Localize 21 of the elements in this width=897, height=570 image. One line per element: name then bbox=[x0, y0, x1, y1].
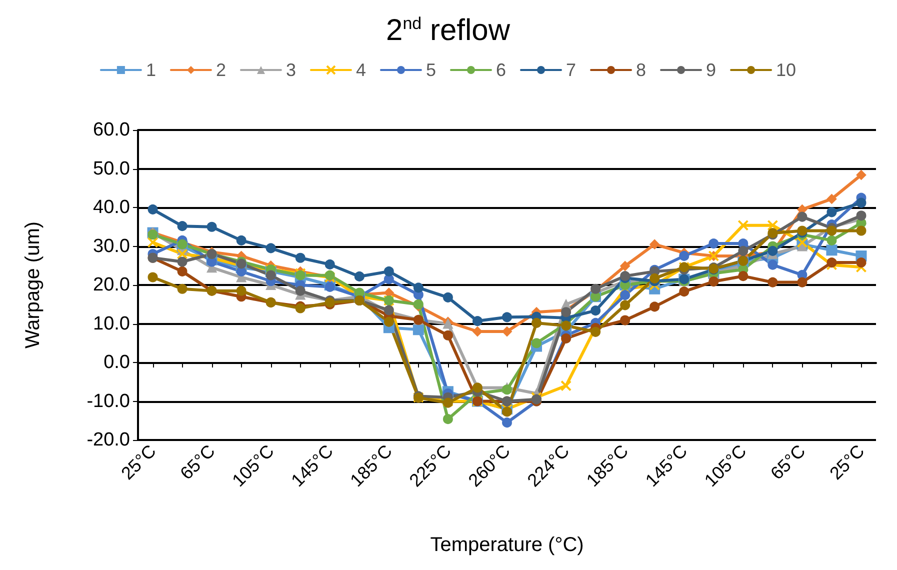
y-tick-label: 10.0 bbox=[93, 313, 130, 334]
y-tick-label: -20.0 bbox=[86, 430, 130, 450]
legend-label: 7 bbox=[566, 60, 576, 80]
y-tick-label: -10.0 bbox=[86, 390, 130, 412]
legend-label: 2 bbox=[216, 60, 226, 80]
legend-label: 10 bbox=[776, 60, 796, 80]
y-tick-label: 30.0 bbox=[93, 236, 130, 257]
x-axis-title: Temperature (°C) bbox=[430, 534, 584, 556]
legend-label: 8 bbox=[636, 60, 646, 80]
legend-label: 5 bbox=[426, 60, 436, 80]
y-tick-label: 60.0 bbox=[93, 120, 130, 140]
y-tick-label: 40.0 bbox=[93, 197, 130, 218]
legend-label: 1 bbox=[146, 60, 156, 80]
legend-label: 3 bbox=[286, 60, 296, 80]
y-tick-label: 20.0 bbox=[93, 274, 130, 296]
legend-label: 6 bbox=[496, 60, 506, 80]
legend-label: 9 bbox=[706, 60, 716, 80]
legend-label: 4 bbox=[356, 60, 366, 80]
y-axis-title: Warpage (um) bbox=[22, 221, 44, 349]
y-tick-label: 0.0 bbox=[104, 352, 130, 373]
y-tick-label: 50.0 bbox=[93, 158, 130, 180]
